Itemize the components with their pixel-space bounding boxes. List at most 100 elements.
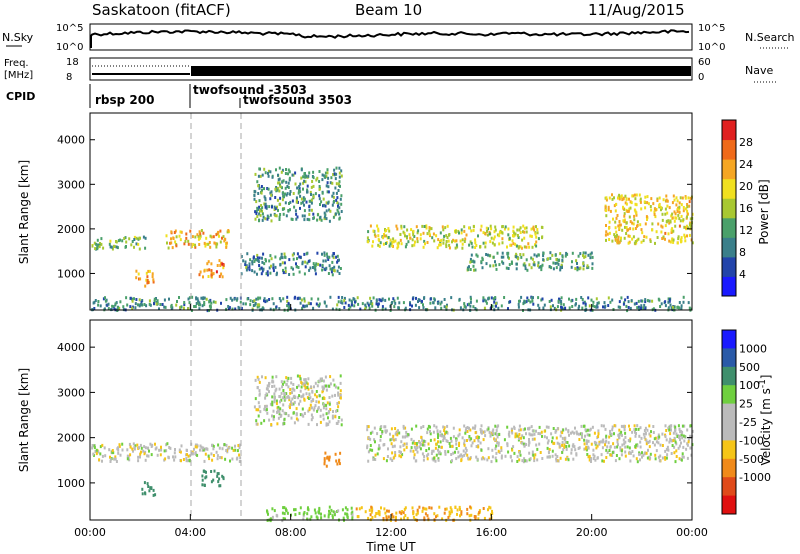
scatter-cell	[664, 231, 667, 235]
scatter-cell	[281, 385, 284, 389]
scatter-cell	[508, 236, 511, 240]
scatter-cell	[646, 201, 649, 205]
scatter-cell	[469, 438, 471, 442]
scatter-cell	[656, 236, 659, 239]
scatter-cell	[626, 210, 629, 213]
scatter-cell	[325, 266, 328, 270]
scatter-cell	[300, 385, 303, 389]
scatter-cell	[527, 443, 530, 447]
scatter-cell	[282, 191, 284, 195]
scatter-cell	[131, 447, 134, 451]
scatter-cell	[671, 237, 674, 241]
scatter-cell	[312, 195, 315, 199]
scatter-cell	[515, 255, 518, 259]
scatter-cell	[515, 262, 518, 266]
scatter-cell	[538, 265, 541, 269]
scatter-cell	[281, 261, 284, 265]
scatter-cell	[332, 195, 335, 199]
scatter-cell	[445, 234, 448, 238]
scatter-cell	[522, 428, 525, 432]
scatter-cell	[415, 296, 417, 300]
scatter-cell	[627, 234, 630, 238]
scatter-cell	[511, 239, 514, 243]
scatter-cell	[307, 422, 310, 426]
scatter-cell	[596, 301, 599, 305]
scatter-cell	[279, 213, 282, 216]
scatter-cell	[651, 228, 654, 232]
scatter-cell	[616, 445, 619, 449]
y-tick-label: 2000	[57, 223, 85, 236]
scatter-cell	[256, 206, 259, 210]
scatter-cell	[422, 458, 425, 462]
scatter-cell	[571, 251, 574, 255]
scatter-cell	[622, 197, 625, 201]
scatter-cell	[567, 430, 570, 434]
scatter-cell	[584, 302, 587, 306]
scatter-cell	[266, 411, 269, 415]
scatter-cell	[333, 383, 336, 387]
scatter-cell	[97, 300, 100, 303]
scatter-cell	[214, 242, 217, 246]
scatter-cell	[579, 266, 582, 270]
scatter-cell	[297, 266, 300, 269]
scatter-cell	[280, 398, 283, 402]
scatter-cell	[135, 269, 138, 273]
scatter-cell	[671, 444, 674, 447]
scatter-cell	[446, 424, 449, 428]
scatter-cell	[272, 269, 275, 273]
scatter-cell	[473, 426, 476, 430]
scatter-cell	[314, 272, 317, 276]
scatter-cell	[606, 445, 609, 449]
scatter-cell	[519, 226, 522, 230]
scatter-cell	[311, 416, 314, 420]
scatter-cell	[588, 433, 591, 437]
scatter-cell	[417, 229, 420, 233]
scatter-cell	[267, 174, 270, 178]
scatter-cell	[262, 252, 265, 256]
scatter-cell	[326, 423, 329, 427]
scatter-cell	[691, 241, 694, 245]
scatter-cell	[338, 416, 341, 419]
scatter-cell	[301, 413, 304, 417]
scatter-cell	[200, 445, 203, 449]
scatter-cell	[540, 430, 543, 434]
scatter-cell	[530, 256, 533, 260]
scatter-cell	[141, 487, 144, 491]
scatter-cell	[611, 197, 614, 201]
scatter-cell	[442, 434, 445, 438]
scatter-cell	[662, 198, 665, 202]
scatter-cell	[686, 215, 688, 219]
scatter-cell	[135, 236, 138, 240]
scatter-cell	[531, 450, 534, 454]
scatter-cell	[201, 478, 204, 482]
scatter-cell	[321, 178, 324, 182]
scatter-cell	[295, 200, 298, 204]
scatter-cell	[622, 438, 625, 442]
scatter-cell	[525, 230, 528, 234]
scatter-cell	[319, 263, 322, 267]
scatter-cell	[212, 300, 215, 304]
scatter-cell	[336, 462, 339, 466]
scatter-cell	[561, 440, 564, 444]
scatter-cell	[558, 297, 560, 301]
scatter-cell	[649, 238, 652, 242]
scatter-cell	[303, 252, 306, 256]
scatter-cell	[480, 457, 483, 461]
scatter-cell	[533, 456, 536, 460]
scatter-cell	[574, 267, 577, 271]
scatter-cell	[276, 410, 278, 414]
scatter-cell	[671, 305, 674, 309]
scatter-cell	[488, 517, 491, 521]
scatter-cell	[125, 245, 127, 248]
scatter-cell	[617, 235, 620, 239]
scatter-cell	[339, 393, 342, 397]
scatter-cell	[496, 435, 499, 439]
scatter-cell	[289, 200, 292, 204]
scatter-cell	[528, 263, 531, 267]
scatter-cell	[419, 447, 422, 451]
scatter-cell	[536, 447, 539, 451]
scatter-cell	[206, 447, 209, 451]
scatter-cell	[427, 424, 430, 428]
scatter-cell	[377, 229, 380, 233]
scatter-cell	[530, 227, 533, 231]
